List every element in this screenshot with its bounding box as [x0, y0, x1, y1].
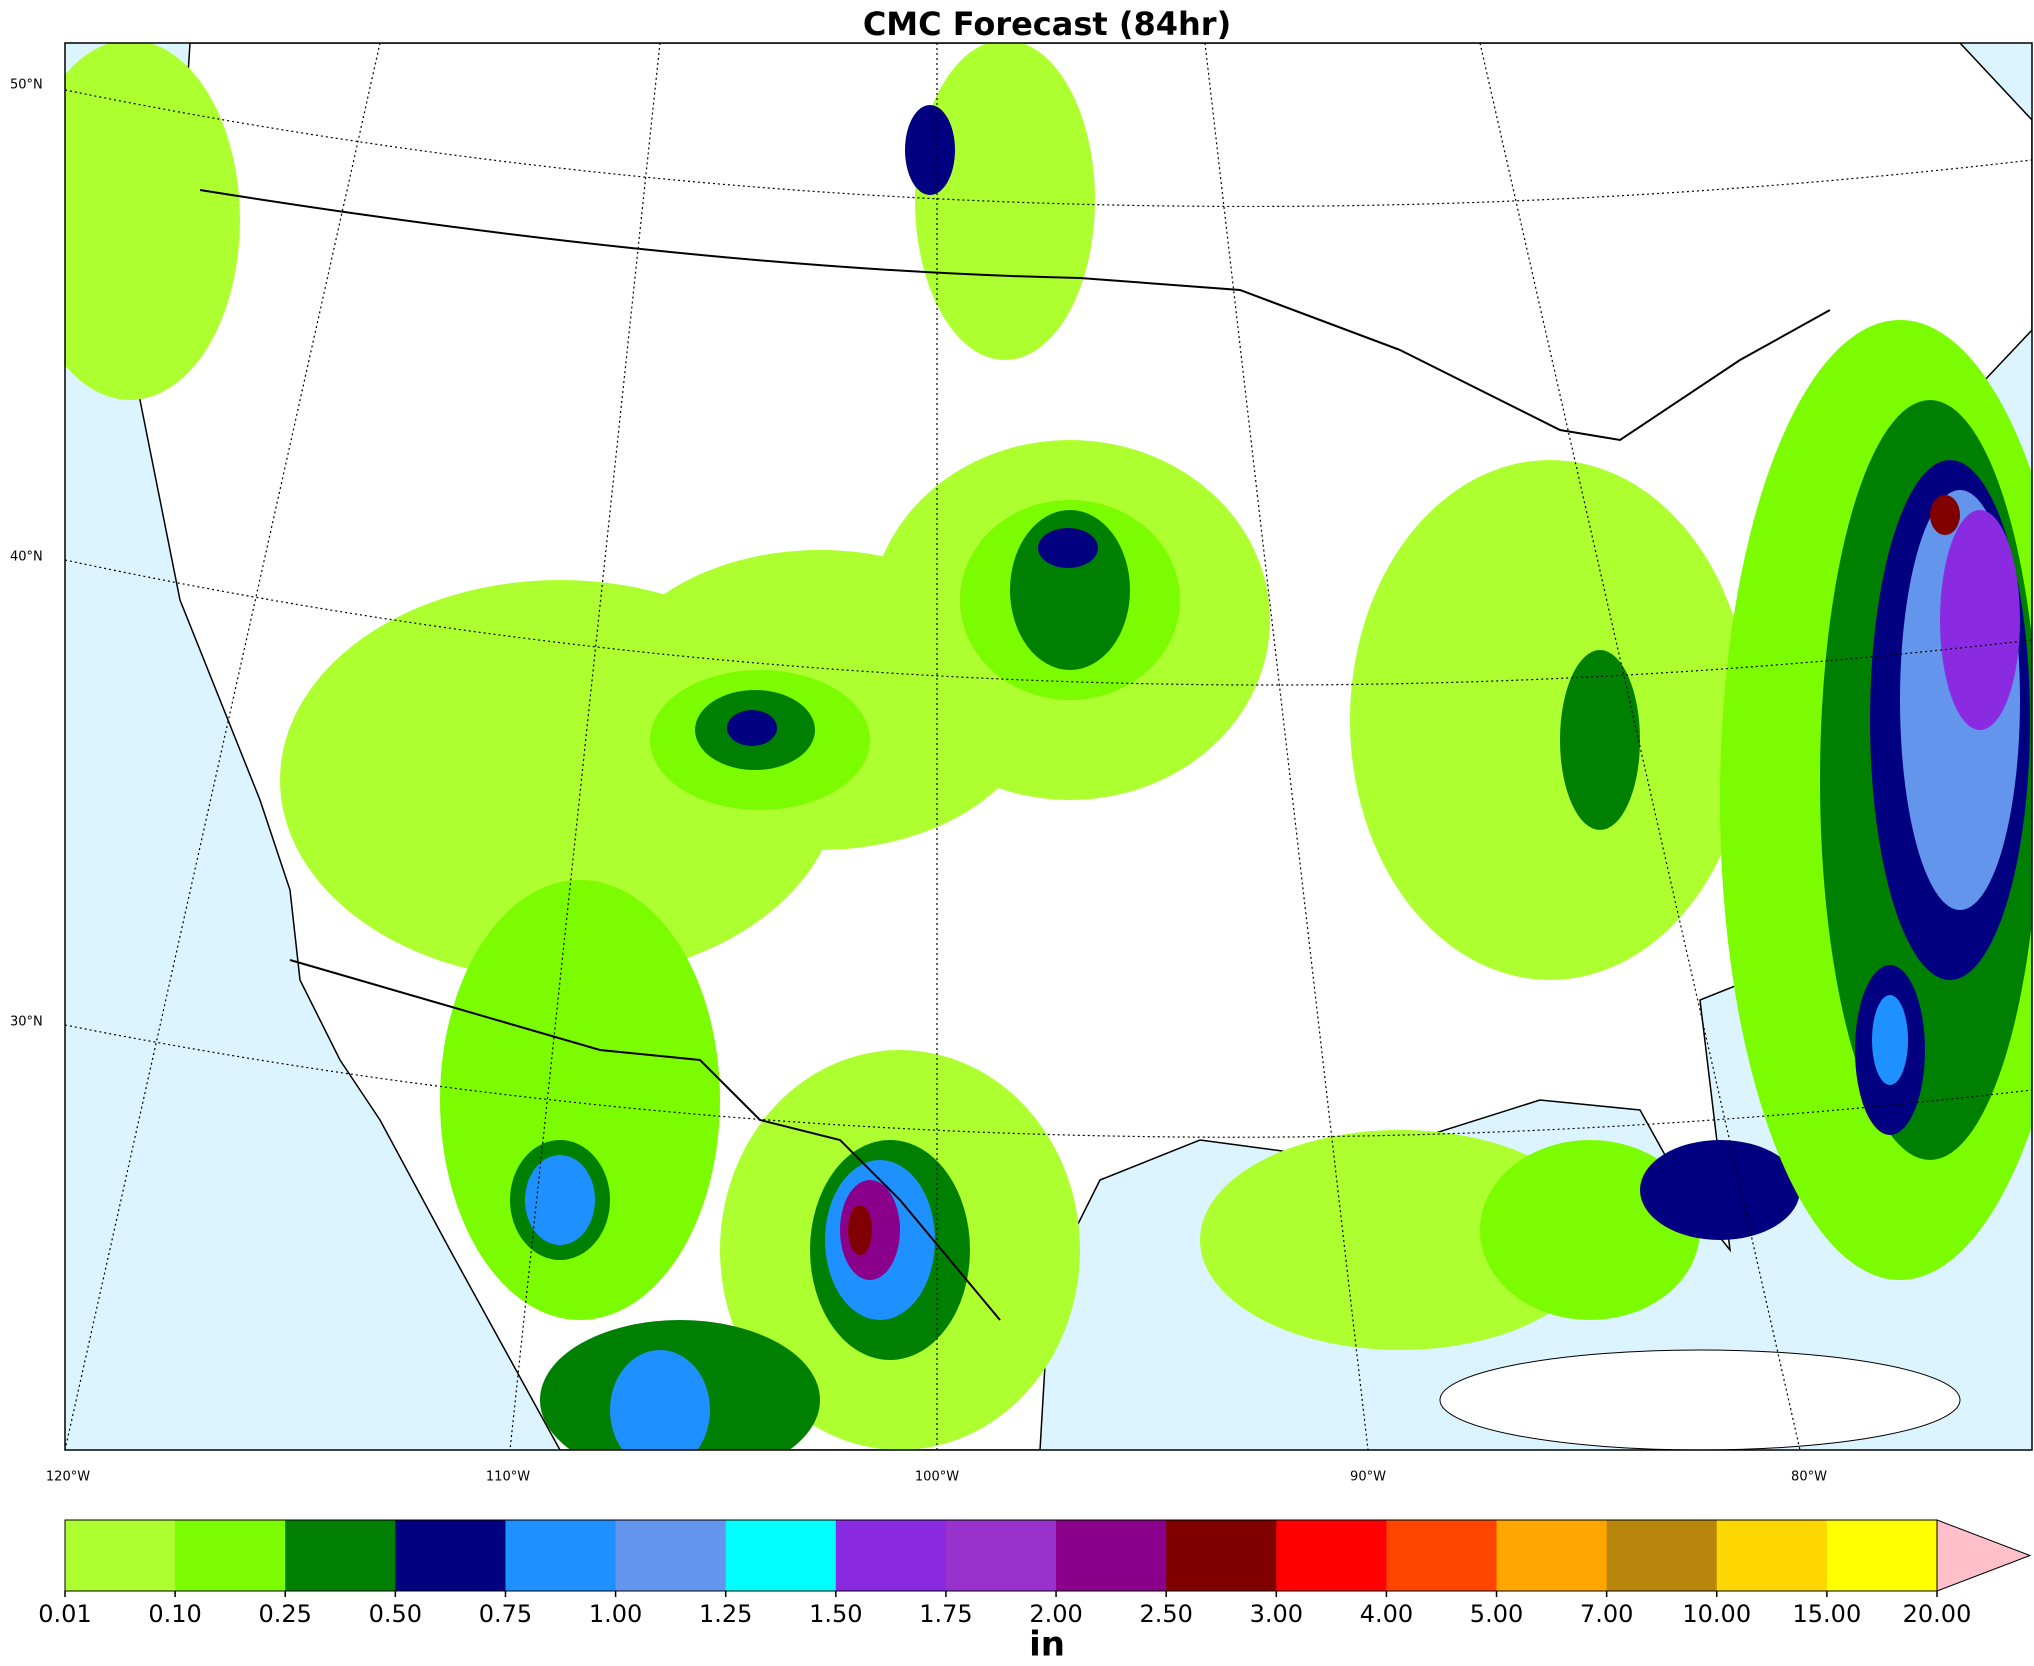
colorbar-segment: [835, 1520, 947, 1591]
colorbar-frame: [64, 1519, 1938, 1592]
colorbar-tick-label: 0.10: [148, 1600, 201, 1628]
colorbar-tick-label: 20.00: [1903, 1600, 1972, 1628]
colorbar-segment: [175, 1520, 286, 1591]
colorbar-segment: [1826, 1520, 1938, 1591]
map: [65, 43, 2032, 1450]
map-frame: [64, 42, 2033, 1451]
colorbar-label: in: [1029, 1625, 1065, 1665]
lon-label: 110°W: [486, 1470, 530, 1485]
colorbar-segment: [945, 1520, 1057, 1591]
lon-label: 120°W: [46, 1470, 90, 1485]
lat-label: 40°N: [10, 550, 43, 565]
colorbar-tick-label: 1.25: [699, 1600, 752, 1628]
title: CMC Forecast (84hr): [863, 5, 1231, 43]
colorbar-tick-label: 2.00: [1029, 1600, 1082, 1628]
colorbar-tick-label: 1.50: [809, 1600, 862, 1628]
colorbar-segment: [1056, 1520, 1167, 1591]
lon-label: 100°W: [915, 1470, 959, 1485]
colorbar-segment: [1276, 1520, 1387, 1591]
colorbar-tick-label: 10.00: [1682, 1600, 1751, 1628]
colorbar-tick-label: 7.00: [1580, 1600, 1633, 1628]
lon-label: 90°W: [1350, 1470, 1386, 1485]
colorbar-tick-label: 5.00: [1470, 1600, 1523, 1628]
colorbar-segment: [285, 1520, 396, 1591]
colorbar-segment: [1496, 1520, 1608, 1591]
colorbar-segment: [615, 1520, 727, 1591]
precip: [65, 43, 2032, 1450]
colorbar-extend: [1936, 1519, 2032, 1592]
colorbar-segment: [1606, 1520, 1718, 1591]
border: [199, 189, 1831, 442]
colorbar-tick-label: 0.50: [369, 1600, 422, 1628]
colorbar-tick-label: 3.00: [1250, 1600, 1303, 1628]
colorbar-segment: [505, 1520, 617, 1591]
colorbar-segment: [1716, 1520, 1828, 1591]
colorbar-tick-label: 0.25: [259, 1600, 312, 1628]
colorbar-tick-label: 0.01: [38, 1600, 91, 1628]
border: [289, 959, 1001, 1321]
colorbar: 0.01 0.10 0.25 0.50 0.75 1.00 1.25 1.50 1.75 2.00…: [38, 1519, 2032, 1628]
colorbar-tick-label: 1.75: [919, 1600, 972, 1628]
colorbar-tick-label: 4.00: [1360, 1600, 1413, 1628]
colorbar-tick-label: 15.00: [1793, 1600, 1862, 1628]
lat-label: 50°N: [10, 78, 43, 93]
colorbar-segment: [1386, 1520, 1498, 1591]
colorbar-segment: [725, 1520, 837, 1591]
colorbar-tick-label: 2.50: [1139, 1600, 1192, 1628]
colorbar-segment: [1166, 1520, 1277, 1591]
island: [1439, 1349, 1961, 1450]
lon-label: 80°W: [1791, 1470, 1827, 1485]
graticule: [65, 43, 2032, 1450]
colorbar-segment: [395, 1520, 506, 1591]
lat-label: 30°N: [10, 1015, 43, 1030]
colorbar-tick-label: 0.75: [479, 1600, 532, 1628]
colorbar-tick-label: 1.00: [589, 1600, 642, 1628]
colorbar-segment: [65, 1520, 176, 1591]
